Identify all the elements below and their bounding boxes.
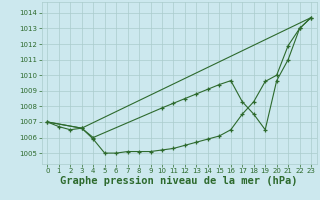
X-axis label: Graphe pression niveau de la mer (hPa): Graphe pression niveau de la mer (hPa) bbox=[60, 176, 298, 186]
